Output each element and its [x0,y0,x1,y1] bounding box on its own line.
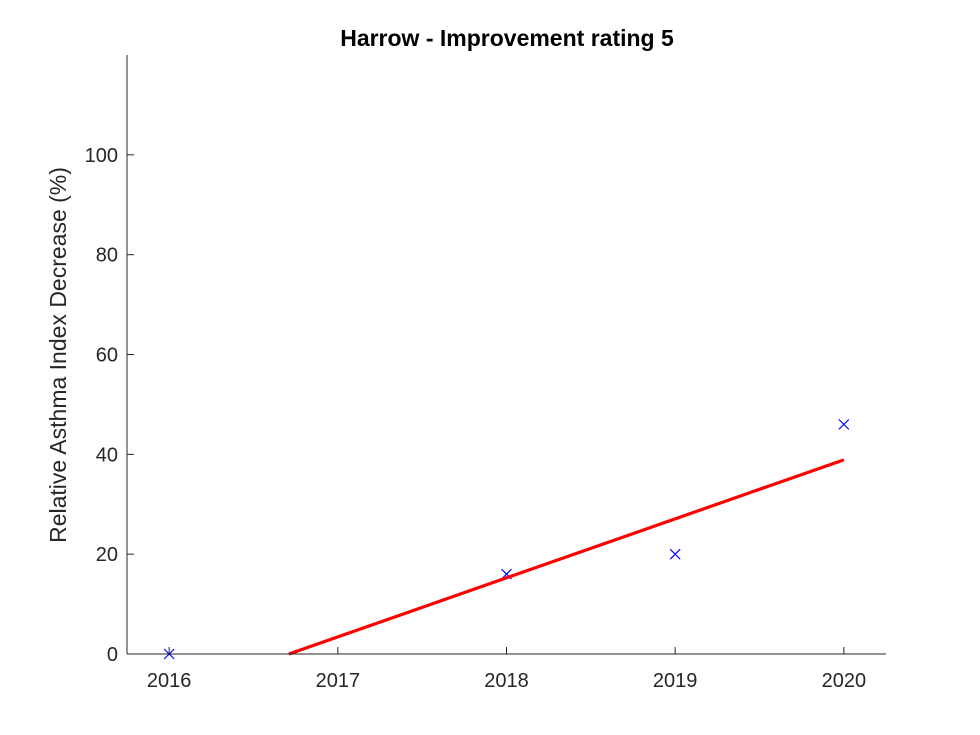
y-tick-label: 80 [96,245,118,267]
x-tick-label: 2016 [147,670,192,692]
y-tick-label: 60 [96,345,118,367]
data-point-marker [838,418,850,430]
chart-title: Harrow - Improvement rating 5 [340,25,674,51]
plot-area [163,418,850,660]
x-tick-label: 2019 [653,670,698,692]
data-point-marker [669,548,681,560]
y-axis-label: Relative Asthma Index Decrease (%) [45,167,71,543]
x-tick-label: 2017 [316,670,361,692]
y-tick-label: 0 [107,644,118,666]
axes: 2016 2017 2018 2019 2020 0 20 40 60 80 100 [85,55,886,692]
y-tick-label: 20 [96,544,118,566]
y-tick-label: 40 [96,444,118,466]
fit-line [288,458,845,656]
y-tick-label: 100 [85,145,118,167]
x-tick-label: 2020 [822,670,867,692]
x-tick-label: 2018 [484,670,529,692]
